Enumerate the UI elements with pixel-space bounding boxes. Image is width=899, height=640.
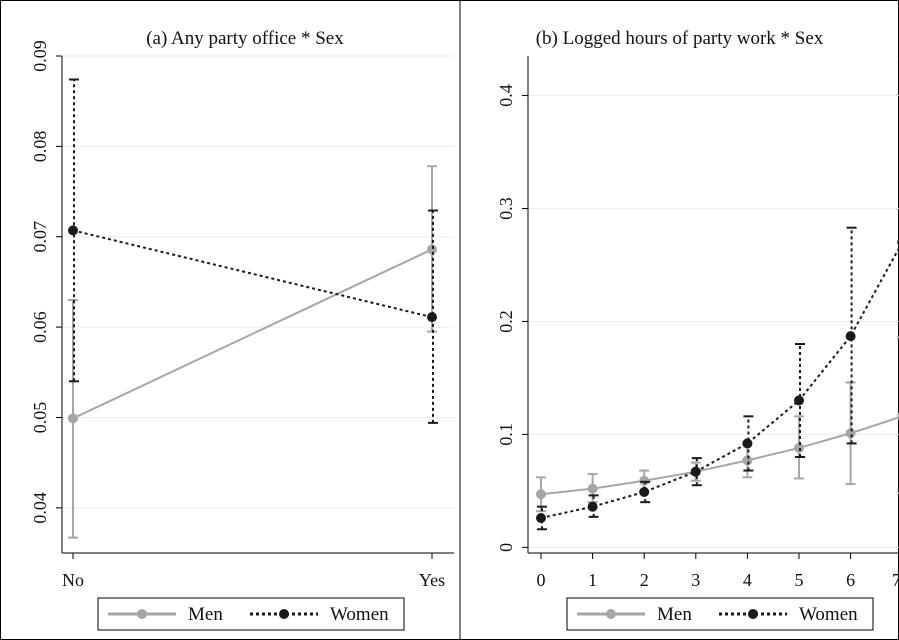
data-point-women (845, 331, 856, 342)
data-point-men (794, 442, 804, 453)
x-tick-label: No (62, 570, 84, 590)
data-point-men (639, 475, 650, 486)
y-tick-label: 0.09 (30, 40, 50, 72)
series-line-men (540, 416, 899, 496)
data-point-women (690, 466, 701, 477)
y-tick-label: 0.1 (496, 423, 516, 446)
legend-label-men: Men (188, 604, 223, 625)
x-tick-label: 0 (537, 570, 546, 590)
chart-panel-a: (a) Any party office * Sex 0.04 0.05 0.06 0.… (30, 28, 454, 631)
x-tick-label: 6 (846, 570, 855, 590)
data-point-women (427, 312, 437, 323)
legend-marker-women (748, 609, 758, 619)
series-line-women (540, 246, 899, 519)
legend-label-men: Men (657, 604, 692, 625)
chart-title: (a) Any party office * Sex (146, 28, 344, 49)
data-point-women (794, 395, 804, 406)
legend-marker-men (137, 609, 147, 619)
legend-marker-women (279, 609, 289, 619)
y-tick-label: 0.07 (30, 221, 50, 253)
series-line-men (72, 248, 433, 420)
chart-panel-b: (b) Logged hours of party work * Sex 0 0.1… (459, 0, 899, 640)
data-point-men (845, 428, 856, 439)
data-point-women (536, 512, 546, 523)
y-tick-label: 0.05 (30, 402, 50, 434)
x-tick-label: 2 (640, 570, 649, 590)
y-tick-label: 0.4 (496, 84, 516, 107)
legend-label-women: Women (799, 604, 858, 625)
x-tick-label: 5 (795, 570, 804, 590)
data-point-men (427, 244, 437, 255)
data-point-women (68, 225, 78, 236)
data-point-men (587, 483, 598, 494)
y-tick-label: 0.08 (30, 131, 50, 163)
data-point-men (742, 455, 753, 466)
chart-title: (b) Logged hours of party work * Sex (536, 28, 824, 49)
x-tick-label: 3 (691, 570, 700, 590)
data-point-women (587, 501, 598, 512)
x-tick-label: Yes (419, 570, 445, 590)
y-tick-label: 0.2 (496, 310, 516, 333)
legend-label-women: Women (330, 604, 389, 625)
y-tick-label: 0.06 (30, 311, 50, 343)
y-tick-label: 0 (496, 543, 516, 552)
x-tick-label: 1 (588, 570, 597, 590)
y-tick-label: 0.04 (30, 492, 50, 524)
data-point-men (536, 489, 546, 500)
legend-marker-men (606, 609, 616, 619)
data-point-men (68, 413, 78, 424)
data-point-women (742, 438, 753, 449)
x-tick-label: 7 (892, 570, 899, 590)
y-tick-label: 0.3 (496, 197, 516, 220)
x-tick-label: 4 (743, 570, 752, 590)
series-line-women (72, 229, 433, 319)
data-point-women (639, 487, 650, 498)
